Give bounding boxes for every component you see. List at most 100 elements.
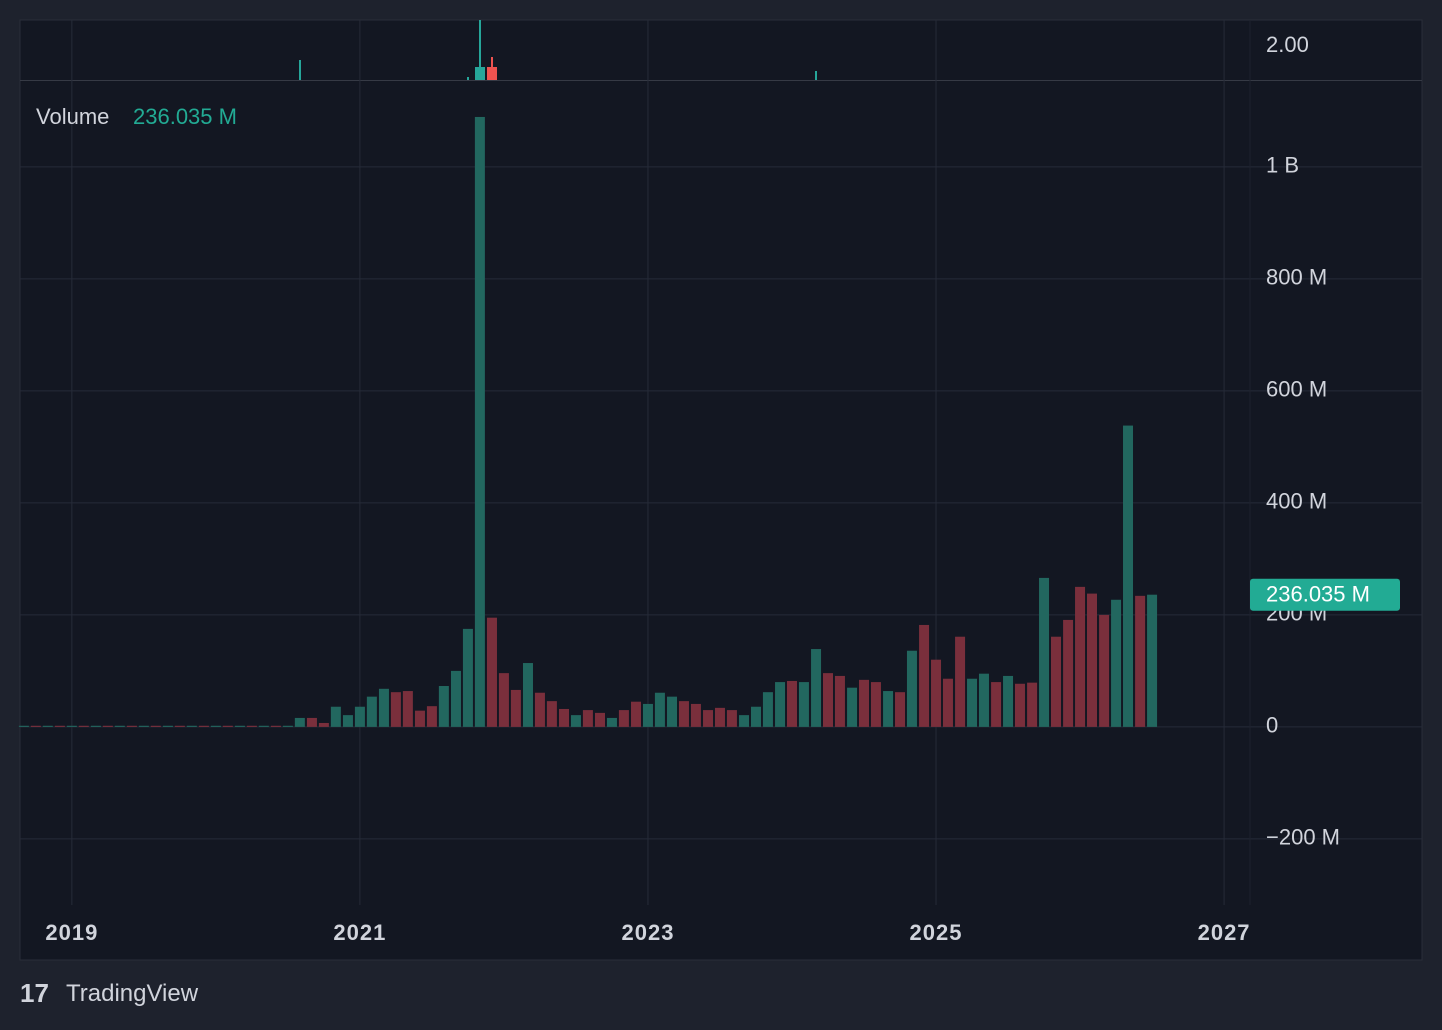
bar: [678, 701, 689, 727]
bar: [739, 715, 750, 727]
bar: [402, 691, 413, 727]
bar: [618, 710, 629, 727]
bar: [642, 703, 653, 727]
bar: [895, 692, 906, 727]
legend-value: 236.035 M: [133, 104, 237, 129]
bar: [811, 649, 822, 727]
bar: [486, 617, 497, 727]
bar: [859, 679, 870, 727]
bar: [378, 688, 389, 727]
bar: [462, 628, 473, 727]
bar: [246, 725, 257, 727]
bar: [631, 701, 642, 727]
bar: [690, 703, 701, 727]
bar: [1027, 682, 1038, 727]
brand-logo: 17: [20, 978, 49, 1008]
bar: [270, 725, 281, 727]
bar: [534, 692, 545, 727]
bar: [775, 682, 786, 727]
bar: [762, 692, 773, 727]
y-tick-label: 600 M: [1266, 377, 1327, 402]
bar: [798, 682, 809, 727]
bar: [186, 725, 197, 727]
x-tick-label: 2023: [621, 920, 674, 945]
bar: [198, 725, 209, 727]
bar: [726, 710, 737, 727]
x-tick-label: 2025: [910, 920, 963, 945]
bar: [330, 706, 341, 727]
bar: [558, 708, 569, 727]
bar: [42, 725, 53, 727]
bar: [78, 725, 89, 727]
x-tick-label: 2027: [1198, 920, 1251, 945]
bar: [595, 712, 606, 727]
bar: [1087, 593, 1098, 727]
bar: [847, 687, 858, 727]
y-tick-label: 0: [1266, 713, 1278, 738]
price-candles: [299, 20, 817, 80]
bar: [222, 725, 233, 727]
bar: [450, 670, 461, 727]
bar: [498, 673, 509, 727]
y-tick-label: 400 M: [1266, 489, 1327, 514]
bar: [870, 682, 881, 727]
bar: [1099, 614, 1110, 727]
bar: [318, 722, 329, 727]
bar: [294, 717, 305, 727]
bar: [834, 675, 845, 727]
bar: [66, 725, 77, 727]
bar: [90, 725, 101, 727]
bar: [210, 725, 221, 727]
bar: [1063, 619, 1074, 727]
bar: [606, 717, 617, 727]
price-tick-label: 2.00: [1266, 32, 1309, 57]
bar: [931, 659, 942, 727]
bar: [1003, 675, 1014, 727]
legend-title: Volume: [36, 104, 109, 129]
bar: [510, 689, 521, 727]
x-tick-label: 2021: [333, 920, 386, 945]
bar: [138, 725, 149, 727]
bar: [342, 715, 353, 727]
bar: [54, 725, 65, 727]
bar: [18, 725, 29, 727]
bar: [306, 717, 317, 727]
bar: [1111, 599, 1122, 727]
bar: [570, 715, 581, 727]
bar: [162, 725, 173, 727]
bar: [1147, 594, 1158, 727]
bar: [426, 706, 437, 727]
bar: [1075, 586, 1086, 727]
bar: [366, 696, 377, 727]
y-tick-label: 800 M: [1266, 265, 1327, 290]
bar: [967, 678, 978, 727]
bar: [1123, 425, 1134, 727]
bar: [414, 710, 425, 727]
y-tick-label: −200 M: [1266, 825, 1340, 850]
y-tick-label: 1 B: [1266, 153, 1299, 178]
bar: [474, 116, 485, 727]
bar: [126, 725, 137, 727]
bar: [822, 673, 833, 727]
bar: [258, 725, 269, 727]
bar: [942, 678, 953, 727]
chart-panel: [19, 19, 1423, 961]
bar: [714, 707, 725, 727]
bar: [703, 710, 714, 727]
bar: [750, 706, 761, 727]
bar: [1039, 577, 1050, 727]
current-value-label: 236.035 M: [1266, 582, 1370, 607]
x-tick-label: 2019: [45, 920, 98, 945]
bar: [883, 691, 894, 727]
bar: [438, 686, 449, 727]
bar: [906, 650, 917, 727]
bar: [991, 682, 1002, 727]
brand: TradingView: [66, 980, 199, 1007]
bar: [522, 663, 533, 727]
bar: [582, 710, 593, 727]
bar: [546, 701, 557, 727]
bar: [1050, 636, 1061, 727]
bar: [955, 636, 966, 727]
bar: [30, 725, 41, 727]
